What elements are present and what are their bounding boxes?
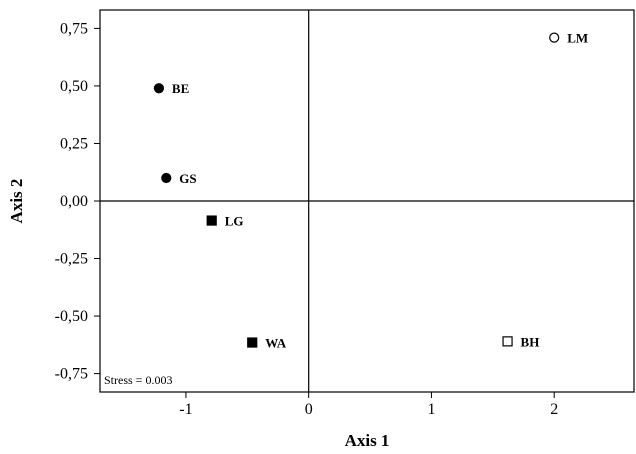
- y-axis-ticks: 0,75 0,50 0,25 0,00 -0,25 -0,50 -0,75: [55, 20, 100, 383]
- y-tick-label: 0,50: [60, 78, 88, 95]
- y-tick-label: -0,75: [55, 366, 88, 383]
- point-bh-marker: [502, 336, 513, 347]
- point-be-label: BE: [172, 81, 189, 96]
- point-be-marker: [153, 83, 165, 94]
- y-tick-label: 0,25: [60, 135, 88, 152]
- x-tick-label: 1: [427, 401, 435, 418]
- y-tick-label: 0,75: [60, 20, 88, 37]
- point-lg-label: LG: [225, 214, 244, 229]
- y-tick-label: -0,50: [55, 308, 88, 325]
- y-axis-title: Axis 2: [7, 179, 26, 224]
- point-lg-marker: [206, 215, 217, 226]
- point-lm-marker: [549, 32, 560, 43]
- point-lm-label: LM: [567, 31, 588, 46]
- reference-lines: [100, 10, 634, 392]
- x-tick-label: -1: [179, 401, 192, 418]
- point-wa-marker: [247, 337, 258, 348]
- y-tick-label: -0,25: [55, 251, 88, 268]
- point-gs-label: GS: [179, 171, 196, 186]
- x-axis-ticks: -1 0 1 2: [179, 392, 558, 418]
- x-tick-label: 0: [305, 401, 313, 418]
- x-tick-label: 2: [550, 401, 558, 418]
- point-bh-label: BH: [521, 334, 540, 349]
- stress-annotation: Stress = 0.003: [104, 373, 172, 387]
- point-wa-label: WA: [265, 336, 287, 351]
- point-gs-marker: [161, 172, 172, 184]
- y-tick-label: 0,00: [60, 193, 88, 210]
- data-points: LM BE GS LG WA BH: [153, 31, 588, 351]
- x-axis-title: Axis 1: [345, 431, 390, 450]
